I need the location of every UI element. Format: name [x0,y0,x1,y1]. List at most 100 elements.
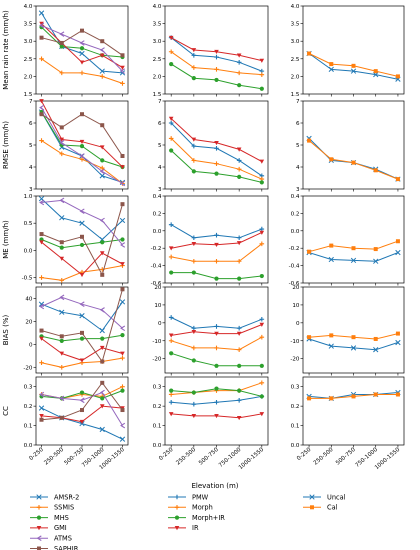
y-tick-label: 2.5 [24,57,33,63]
panel-r1-c2: 3 4 5 6 7 [296,99,405,193]
data-point-saphir [120,202,125,207]
data-point-saphir [59,125,64,130]
data-point-pmw [236,398,242,403]
legend-label: Morph+IR [192,514,225,522]
data-point-ir [168,246,174,251]
series-ir [168,116,265,164]
data-point-gmi [36,526,42,531]
legend-label: AMSR-2 [54,493,79,501]
data-point-saphir [39,112,44,117]
y-tick-label: 0.3 [153,385,162,391]
data-point-saphir [37,546,41,550]
data-point-cal [307,138,312,143]
data-point-atms [79,397,85,404]
data-point-ssmis [59,151,65,157]
data-point-morph-ir [237,83,242,88]
series-morph-ir [169,148,264,185]
data-point-amsr-2 [99,327,105,334]
data-point-gmi [79,358,85,363]
data-point-ir [236,331,242,336]
data-point-morph-ir [214,386,219,391]
y-tick-label: 10 [292,303,300,309]
panel-r2-c1: -0.6 -0.4 -0.2 0.0 0.2 0.4 [151,194,269,287]
y-tick-label: 7 [296,99,300,105]
y-tick-label: 0.0 [153,229,162,235]
series-line [41,107,123,184]
data-point-saphir [39,35,44,40]
y-tick-label: 3.0 [24,39,33,45]
series-cal [307,51,400,79]
panel-r2-c2: -0.6 -0.4 -0.2 0.0 0.2 0.4 [289,194,405,287]
data-point-morph-ir [237,276,242,281]
y-tick-label: 4.0 [24,4,33,10]
legend-label: GMI [54,524,67,532]
y-tick-label: -0.4 [151,264,162,270]
y-tick-label: 2.0 [291,74,300,80]
data-point-ir [191,414,197,419]
data-point-amsr-2 [38,10,45,16]
data-point-ir [214,331,219,336]
data-point-gmi [59,137,65,142]
data-point-pmw [214,399,219,405]
series-ir [168,412,265,421]
data-point-ir [191,329,197,335]
series-line [41,198,123,241]
y-tick-label: 0.2 [153,211,162,217]
y-tick-label: -0.2 [151,246,162,252]
x-tick-label: 1000-1550 [374,447,402,471]
data-point-pmw [214,232,219,238]
y-tick-label: 6 [296,121,300,127]
axes-frame [302,5,405,95]
y-axis-label: CC [2,406,10,416]
data-point-morph-ir [169,351,174,356]
data-point-mhs [79,242,85,248]
series-ir [168,322,265,338]
data-point-cal [395,239,400,244]
data-point-atms [120,422,126,429]
y-axis-label: Mean rain rate (mm/h) [2,10,10,90]
data-point-cal [373,247,378,252]
y-tick-label: -20 [23,365,33,371]
data-point-cal [351,246,356,251]
data-point-saphir [39,328,44,333]
data-point-morph [168,254,174,260]
y-tick-label: 0.2 [291,211,300,217]
series-line [41,289,123,363]
data-point-ssmis [39,138,44,143]
data-point-ssmis [99,74,105,79]
data-point-uncal [373,258,379,264]
series-ssmis [39,56,125,86]
series-mhs [39,388,125,401]
series-saphir [39,202,125,277]
data-point-uncal [350,257,357,264]
data-point-ir [259,159,265,164]
data-point-pmw [168,315,174,320]
data-point-atms [39,199,45,206]
data-point-ir [191,48,197,53]
series-atms [39,22,126,74]
data-point-gmi [79,419,85,424]
data-point-ir [168,35,174,40]
y-tick-label: 4 [296,165,300,171]
series-cal [307,392,400,401]
data-point-amsr-2 [59,215,65,221]
y-tick-label: -0.6 [289,281,300,287]
panel-r4-c0: 0.00.10.20.30-250250-500500-750750-10001… [2,376,129,471]
data-point-morph [259,72,265,77]
data-point-mhs [79,144,85,149]
data-point-atms [59,31,65,37]
data-point-ir [168,116,174,121]
legend: AMSR-2 SSMIS MHS GMI ATMS SAPHIR PMW Morph Morph… [30,493,346,550]
series-line [41,113,123,157]
data-point-ssmis [59,70,65,76]
data-point-mhs [100,396,105,401]
y-tick-label: 0 [158,321,162,327]
data-point-morph [214,67,219,72]
data-point-mhs [36,515,42,520]
axes-frame [302,286,405,374]
data-point-morph [191,258,197,264]
data-point-ir [174,526,180,531]
data-point-cal [395,74,400,79]
data-point-ssmis [59,277,65,283]
data-point-cal [395,331,400,336]
